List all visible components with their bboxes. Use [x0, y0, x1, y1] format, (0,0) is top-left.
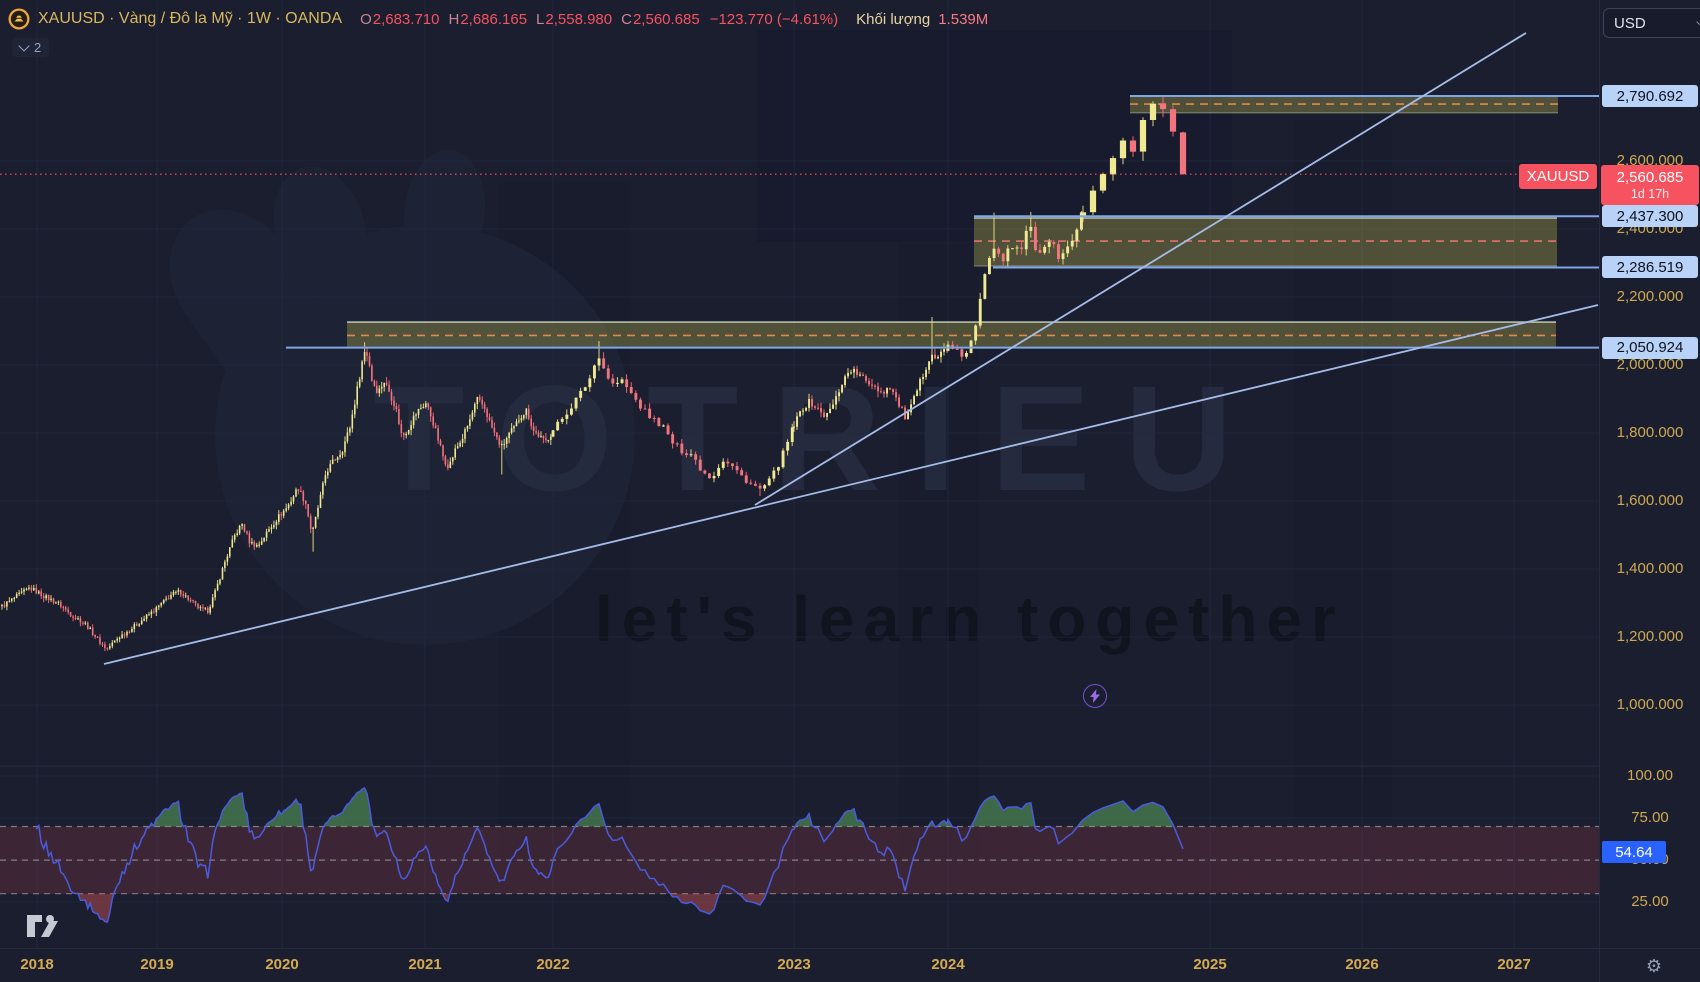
year-label[interactable]: 2026 [1345, 956, 1379, 973]
trendlines[interactable] [103, 32, 1599, 665]
rsi-band [0, 826, 1599, 894]
year-label[interactable]: 2021 [408, 956, 442, 973]
last-price-value: 2,560.685 [1616, 168, 1684, 186]
price-axis[interactable]: 2,560.685 1d 17h 2,600.000 2,400.000 2,200… [1599, 0, 1700, 948]
chevron-down-icon [1696, 15, 1700, 28]
watermark-block [1294, 120, 1392, 820]
volume-label: Khối lượng [856, 10, 931, 28]
object-tree-chip[interactable]: 2 [12, 38, 50, 57]
price-tick-label: 1,200.000 [1616, 628, 1684, 646]
price-tick-label: 2,000.000 [1616, 355, 1684, 373]
ohlc-values: O2,683.710 H2,686.165 L2,558.980 C2,560.685 [360, 11, 700, 28]
ohlc-item: O2,683.710 [360, 10, 440, 28]
tradingview-logo[interactable] [26, 914, 66, 938]
symbol-price-label: XAUUSD [1519, 164, 1597, 189]
ohlc-item: L2,558.980 [536, 10, 613, 28]
year-label[interactable]: 2022 [536, 956, 570, 973]
price-tick-label: 2,200.000 [1616, 287, 1684, 305]
horizontal-level-lines[interactable] [286, 95, 1599, 349]
watermark-title: TOTRIEU [373, 354, 1267, 522]
lightning-icon[interactable] [1083, 684, 1107, 708]
price-tick-label: 1,400.000 [1616, 560, 1684, 578]
rsi-line [35, 787, 1184, 923]
year-label[interactable]: 2018 [20, 956, 54, 973]
ohlc-item: H2,686.165 [448, 10, 528, 28]
supply-demand-zones[interactable] [347, 96, 1558, 349]
price-tick-label: 2,600.000 [1616, 151, 1684, 169]
price-chart-canvas[interactable] [0, 0, 1599, 948]
level-price-badge: 2,050.924 [1602, 336, 1698, 359]
level-price-badge: 2,286.519 [1602, 256, 1698, 279]
level-price-badge: 2,437.300 [1602, 205, 1698, 228]
candlestick-series [1, 96, 1187, 652]
year-label[interactable]: 2025 [1193, 956, 1227, 973]
axis-settings-icon[interactable]: ⚙ [1645, 955, 1663, 976]
year-label[interactable]: 2023 [777, 956, 811, 973]
currency-label: USD [1614, 14, 1646, 32]
symbol-header[interactable]: XAUUSD · Vàng / Đô la Mỹ · 1W · OANDA O2… [8, 8, 988, 30]
ohlc-item: C2,560.685 [621, 10, 700, 28]
rsi-tick-label: 75.00 [1631, 809, 1669, 827]
volume-value: 1.539M [938, 10, 989, 28]
object-count: 2 [34, 40, 42, 55]
rsi-tick-label: 100.00 [1627, 767, 1673, 784]
year-label[interactable]: 2027 [1497, 956, 1531, 973]
last-price-badge: 2,560.685 1d 17h [1601, 165, 1699, 205]
rsi-tick-label: 25.00 [1631, 893, 1669, 911]
bar-countdown: 1d 17h [1630, 186, 1670, 201]
price-change: −123.770 (−4.61%) [709, 10, 839, 28]
currency-selector[interactable]: USD [1603, 8, 1700, 38]
year-label[interactable]: 2019 [140, 956, 174, 973]
chevron-down-icon [18, 40, 30, 52]
price-tick-label: 1,800.000 [1616, 423, 1684, 441]
price-tick-label: 1,600.000 [1616, 491, 1684, 509]
rsi-value-badge: 54.64 [1602, 841, 1666, 864]
watermark-block [899, 243, 979, 862]
gold-coin-icon [8, 8, 30, 30]
level-price-badge: 2,790.692 [1602, 85, 1698, 107]
watermark-subtitle: let's learn together [594, 583, 1346, 655]
year-label[interactable]: 2024 [931, 956, 965, 973]
symbol-title[interactable]: XAUUSD · Vàng / Đô la Mỹ · 1W · OANDA [38, 10, 343, 27]
watermark-block [757, 30, 1232, 242]
axis-corner-divider [1599, 949, 1600, 982]
year-label[interactable]: 2020 [265, 956, 299, 973]
time-axis[interactable]: ⚙ 2018 2019 2020 2021 2022 2023 2024 2025 2026 20… [0, 948, 1700, 982]
price-tick-label: 1,000.000 [1616, 696, 1684, 714]
